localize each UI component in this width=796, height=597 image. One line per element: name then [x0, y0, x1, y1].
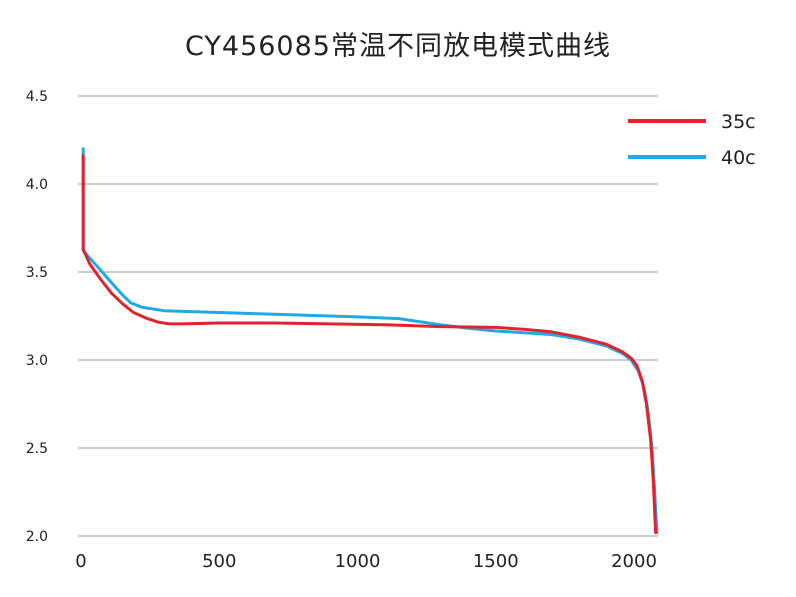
y-tick-label: 3.0 — [26, 353, 48, 369]
series-line-35c — [81, 154, 658, 534]
legend-label-35c: 35c — [721, 111, 756, 133]
legend: 35c 40c — [628, 111, 756, 169]
y-tick-label: 2.0 — [26, 529, 48, 545]
grid-lines — [78, 95, 658, 537]
x-tick-label: 1000 — [335, 551, 381, 572]
x-tick-label: 500 — [202, 551, 236, 572]
series-lines — [81, 147, 659, 534]
y-tick-label: 4.5 — [26, 89, 48, 105]
y-axis-ticks: 4.5 4.0 3.5 3.0 2.5 2.0 — [26, 89, 48, 545]
x-axis-ticks: 0 500 1000 1500 2000 — [75, 551, 657, 572]
chart-title: CY456085常温不同放电模式曲线 — [185, 31, 611, 62]
y-tick-label: 3.5 — [26, 265, 48, 281]
y-tick-label: 4.0 — [26, 177, 48, 193]
x-tick-label: 0 — [75, 551, 86, 572]
y-tick-label: 2.5 — [26, 441, 48, 457]
legend-label-40c: 40c — [721, 147, 756, 169]
x-tick-label: 2000 — [611, 551, 657, 572]
series-line-40c — [81, 147, 659, 534]
x-tick-label: 1500 — [473, 551, 519, 572]
